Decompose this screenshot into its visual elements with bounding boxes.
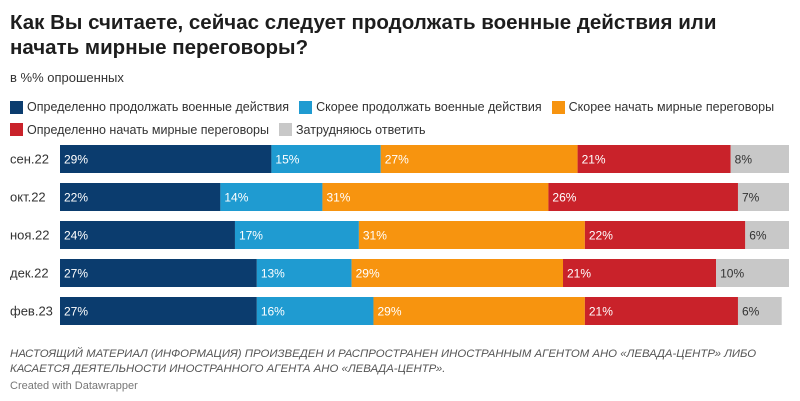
category-label: сен.22 xyxy=(10,152,49,167)
legend-item-5: Затрудняюсь ответить xyxy=(279,120,426,140)
data-label: 29% xyxy=(377,305,401,319)
data-label: 24% xyxy=(64,229,88,243)
bar-segment xyxy=(256,259,352,287)
data-label: 13% xyxy=(261,267,285,281)
bar-segment xyxy=(60,259,257,287)
chart-subtitle: в %% опрошенных xyxy=(10,70,124,85)
legend-swatch xyxy=(551,100,565,114)
legend-swatch xyxy=(10,123,23,136)
bar-segment xyxy=(60,297,257,325)
bar-segment xyxy=(351,259,564,287)
data-label: 21% xyxy=(589,305,613,319)
data-label: 27% xyxy=(385,153,409,167)
legend-item-1: Определенно продолжать военные действия xyxy=(10,97,289,117)
data-label: 15% xyxy=(275,153,299,167)
category-label: ноя.22 xyxy=(10,228,50,243)
legend-item-3: Скорее начать мирные переговоры xyxy=(551,97,775,117)
data-label: 31% xyxy=(363,229,387,243)
data-label: 26% xyxy=(552,191,576,205)
bar-segment xyxy=(373,297,585,325)
bar-segment xyxy=(548,183,738,211)
bar-segment xyxy=(577,145,731,173)
legend-swatch xyxy=(299,100,313,114)
data-label: 22% xyxy=(589,229,613,243)
bar-segment xyxy=(716,259,789,287)
legend-item-4: Определенно начать мирные переговоры xyxy=(10,120,269,140)
bar-segment xyxy=(584,297,738,325)
legend-label: Скорее продолжать военные действия xyxy=(316,100,542,114)
bar-segment xyxy=(737,183,789,211)
bar-segment xyxy=(220,183,323,211)
credit-line: Created with Datawrapper xyxy=(10,380,138,392)
data-label: 8% xyxy=(735,153,753,167)
legend-label: Определенно начать мирные переговоры xyxy=(27,122,269,137)
data-label: 29% xyxy=(64,153,88,167)
data-label: 21% xyxy=(582,153,606,167)
data-label: 16% xyxy=(261,305,285,319)
data-label: 29% xyxy=(356,267,380,281)
bar-segment xyxy=(563,259,717,287)
data-label: 31% xyxy=(326,191,350,205)
bar-segment xyxy=(358,221,585,249)
data-label: 7% xyxy=(742,191,760,205)
data-label: 17% xyxy=(239,229,263,243)
stacked-bar-chart: сен.22 29% 15% 27% 21% 8% окт.22 22% 14% 31% 26% 7%… xyxy=(10,145,789,325)
data-label: 21% xyxy=(567,267,591,281)
bar-segment xyxy=(730,145,789,173)
bar-segment xyxy=(234,221,359,249)
bar-segment xyxy=(256,297,374,325)
legend-item-2: Скорее продолжать военные действия xyxy=(299,97,542,117)
data-label: 22% xyxy=(64,191,88,205)
bar-segment xyxy=(60,183,221,211)
data-label: 27% xyxy=(64,305,88,319)
foreign-agent-note: НАСТОЯЩИЙ МАТЕРИАЛ (ИНФОРМАЦИЯ) ПРОИЗВЕД… xyxy=(10,348,757,375)
bar-segment xyxy=(60,145,272,173)
legend-label: Скорее начать мирные переговоры xyxy=(568,100,775,114)
bar-segment xyxy=(737,297,782,325)
legend-swatch xyxy=(10,100,23,114)
legend-label: Определенно продолжать военные действия xyxy=(27,100,290,114)
bar-segment xyxy=(60,221,235,249)
data-label: 10% xyxy=(720,267,744,281)
bar-segment xyxy=(380,145,578,173)
category-label: фев.23 xyxy=(10,304,53,319)
legend: Определенно продолжать военные действия С… xyxy=(10,97,790,142)
chart-title: Как Вы считаете, сейчас следует продолжа… xyxy=(10,11,717,59)
bar-segment xyxy=(271,145,381,173)
data-label: 27% xyxy=(64,267,88,281)
category-label: окт.22 xyxy=(10,190,46,205)
data-label: 6% xyxy=(742,305,760,319)
bar-segment xyxy=(584,221,746,249)
category-label: дек.22 xyxy=(10,266,49,281)
bar-segment xyxy=(745,221,789,249)
data-label: 14% xyxy=(224,191,248,205)
legend-swatch xyxy=(279,123,292,136)
data-label: 6% xyxy=(749,229,767,243)
legend-label: Затрудняюсь ответить xyxy=(296,122,426,137)
bar-segment xyxy=(322,183,549,211)
